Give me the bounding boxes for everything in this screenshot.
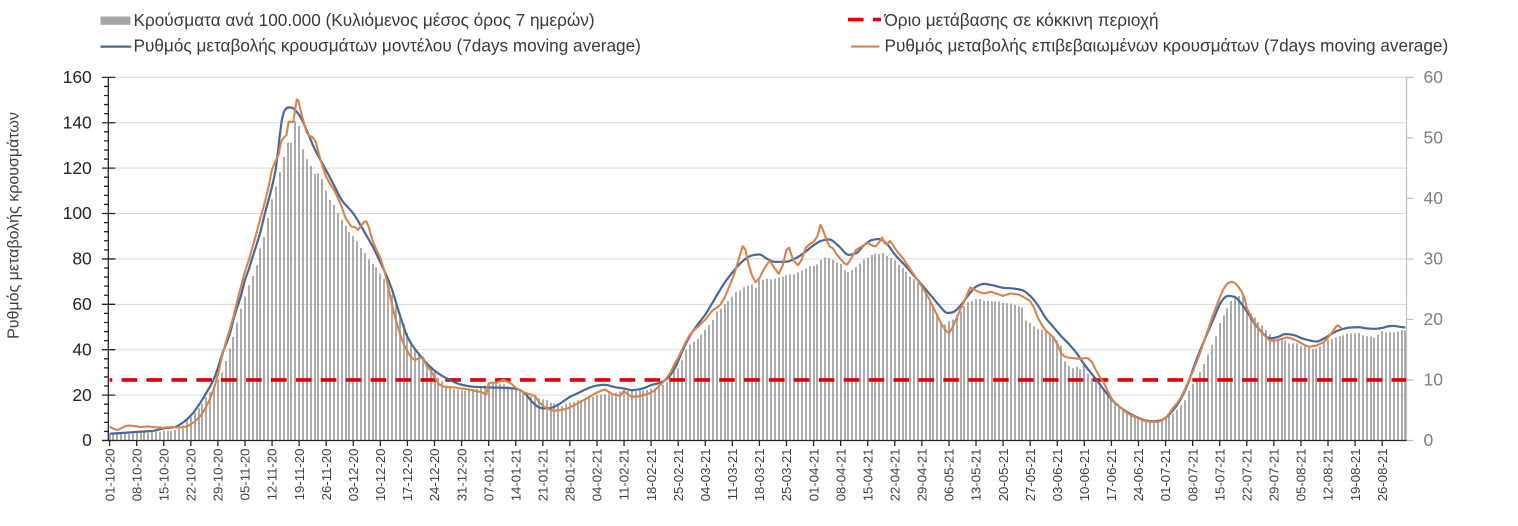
svg-text:40: 40 [1424, 188, 1444, 208]
svg-text:11-02-21: 11-02-21 [617, 449, 632, 501]
svg-text:0: 0 [1424, 430, 1434, 450]
svg-text:Όριο μετάβασης σε κόκκινη περι: Όριο μετάβασης σε κόκκινη περιοχή [884, 10, 1159, 30]
svg-text:08-04-21: 08-04-21 [833, 449, 848, 502]
svg-text:27-05-21: 27-05-21 [1023, 449, 1038, 502]
svg-text:60: 60 [72, 294, 92, 314]
svg-text:19-11-20: 19-11-20 [292, 449, 307, 501]
svg-text:05-11-20: 05-11-20 [238, 449, 253, 501]
svg-text:29-04-21: 29-04-21 [915, 449, 930, 502]
svg-text:04-02-21: 04-02-21 [590, 449, 605, 502]
svg-text:Ρυθμός μεταβολής κρουσμάτων: Ρυθμός μεταβολής κρουσμάτων [6, 112, 23, 339]
svg-text:25-02-21: 25-02-21 [671, 449, 686, 502]
svg-text:22-04-21: 22-04-21 [888, 449, 903, 502]
svg-text:21-01-21: 21-01-21 [536, 449, 551, 502]
svg-text:06-05-21: 06-05-21 [942, 449, 957, 502]
svg-text:03-06-21: 03-06-21 [1050, 449, 1065, 502]
svg-text:160: 160 [63, 67, 92, 87]
svg-text:100: 100 [63, 203, 92, 223]
svg-text:24-12-20: 24-12-20 [427, 449, 442, 502]
svg-text:26-08-21: 26-08-21 [1375, 449, 1390, 502]
svg-text:22-07-21: 22-07-21 [1239, 449, 1254, 502]
svg-text:11-03-21: 11-03-21 [725, 449, 740, 501]
svg-text:10-12-20: 10-12-20 [373, 449, 388, 502]
svg-text:15-04-21: 15-04-21 [860, 449, 875, 502]
svg-text:01-07-21: 01-07-21 [1158, 449, 1173, 502]
svg-text:13-05-21: 13-05-21 [969, 449, 984, 502]
svg-text:08-10-20: 08-10-20 [129, 449, 144, 502]
svg-text:01-04-21: 01-04-21 [806, 449, 821, 502]
svg-text:15-07-21: 15-07-21 [1212, 449, 1227, 502]
svg-text:50: 50 [1424, 128, 1444, 148]
svg-text:22-10-20: 22-10-20 [184, 449, 199, 502]
svg-text:17-12-20: 17-12-20 [400, 449, 415, 502]
svg-text:07-01-21: 07-01-21 [481, 449, 496, 502]
svg-text:31-12-20: 31-12-20 [454, 448, 469, 501]
svg-text:29-07-21: 29-07-21 [1267, 449, 1282, 502]
svg-text:140: 140 [63, 112, 92, 132]
svg-text:24-06-21: 24-06-21 [1131, 449, 1146, 502]
svg-text:04-03-21: 04-03-21 [698, 449, 713, 502]
svg-text:18-03-21: 18-03-21 [752, 449, 767, 502]
svg-text:29-10-20: 29-10-20 [211, 449, 226, 502]
svg-text:12-08-21: 12-08-21 [1321, 449, 1336, 502]
svg-text:10: 10 [1424, 370, 1444, 390]
svg-text:19-08-21: 19-08-21 [1348, 449, 1363, 502]
svg-text:80: 80 [72, 249, 92, 269]
svg-text:Κρούσματα ανά 100.000 (Κυλιόμε: Κρούσματα ανά 100.000 (Κυλιόμενος μέσος … [134, 10, 595, 30]
svg-text:26-11-20: 26-11-20 [319, 449, 334, 501]
svg-text:17-06-21: 17-06-21 [1104, 449, 1119, 502]
svg-text:01-10-20: 01-10-20 [102, 449, 117, 502]
svg-text:Ρυθμός μεταβολής επιβεβαιωμένω: Ρυθμός μεταβολής επιβεβαιωμένων κρουσμάτ… [885, 36, 1449, 56]
svg-text:10-06-21: 10-06-21 [1077, 449, 1092, 502]
svg-text:12-11-20: 12-11-20 [265, 449, 280, 501]
svg-text:30: 30 [1424, 249, 1444, 269]
svg-text:05-08-21: 05-08-21 [1294, 449, 1309, 502]
svg-text:40: 40 [72, 339, 92, 359]
svg-text:08-07-21: 08-07-21 [1185, 449, 1200, 502]
svg-text:60: 60 [1424, 67, 1444, 87]
svg-text:28-01-21: 28-01-21 [563, 449, 578, 502]
svg-text:20-05-21: 20-05-21 [996, 449, 1011, 502]
svg-text:20: 20 [1424, 309, 1444, 329]
svg-text:25-03-21: 25-03-21 [779, 449, 794, 502]
svg-text:Ρυθμός μεταβολής κρουσμάτων μο: Ρυθμός μεταβολής κρουσμάτων μοντέλου (7d… [134, 36, 641, 56]
svg-text:0: 0 [82, 430, 92, 450]
svg-text:18-02-21: 18-02-21 [644, 449, 659, 502]
svg-text:20: 20 [72, 385, 92, 405]
svg-text:14-01-21: 14-01-21 [508, 449, 523, 502]
svg-text:120: 120 [63, 158, 92, 178]
svg-text:03-12-20: 03-12-20 [346, 449, 361, 502]
svg-text:15-10-20: 15-10-20 [156, 449, 171, 502]
